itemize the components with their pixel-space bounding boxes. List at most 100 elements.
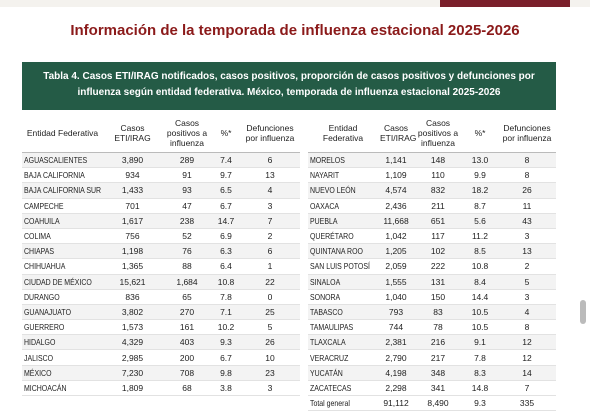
cell: 150 <box>414 289 462 305</box>
cell: 68 <box>162 380 212 397</box>
cell: SINALOA <box>308 274 378 290</box>
cell: 8 <box>498 152 556 169</box>
cell: 8 <box>498 319 556 336</box>
cell: 4 <box>498 304 556 321</box>
cell-text: AGUASCALIENTES <box>24 155 88 166</box>
cell: 9.7 <box>212 167 240 184</box>
cell: 6.4 <box>212 258 240 275</box>
table-row: TABASCO 793 83 10.5 4 <box>308 304 556 321</box>
cell: 1,141 <box>378 152 414 169</box>
table-row: BAJA CALIFORNIA SUR 1,433 93 6.5 4 <box>22 182 300 199</box>
cell: 200 <box>162 349 212 366</box>
cell: 161 <box>162 319 212 336</box>
cell: 217 <box>414 349 462 366</box>
cell: 7 <box>240 213 300 229</box>
table-row: SINALOA 1,555 131 8.4 5 <box>308 274 556 290</box>
table-row: COAHUILA 1,617 238 14.7 7 <box>22 213 300 229</box>
cell: 9.1 <box>462 334 498 351</box>
cell: 341 <box>414 380 462 397</box>
cell: 5 <box>498 274 556 290</box>
cell-text: JALISCO <box>24 352 54 363</box>
cell: 3.8 <box>212 380 240 397</box>
cell: 3,802 <box>103 304 162 321</box>
cell-text: QUERÉTARO <box>310 231 354 242</box>
cell: VERACRUZ <box>308 349 378 366</box>
cell: 1,573 <box>103 319 162 336</box>
cell: 270 <box>162 304 212 321</box>
cell: 1,198 <box>103 243 162 260</box>
cell: 238 <box>162 213 212 229</box>
cell-text: SONORA <box>310 291 341 302</box>
cell: 744 <box>378 319 414 336</box>
cell: 832 <box>414 182 462 199</box>
cell: 6 <box>240 243 300 260</box>
cell: 22 <box>240 274 300 290</box>
table-row: TAMAULIPAS 744 78 10.5 8 <box>308 319 556 336</box>
cell-text: YUCATÁN <box>310 367 343 378</box>
table-row: GUERRERO 1,573 161 10.2 5 <box>22 319 300 336</box>
table-row: QUERÉTARO 1,042 117 11.2 3 <box>308 228 556 245</box>
cell: 8.3 <box>462 365 498 381</box>
cell-text: NUEVO LEÓN <box>310 185 356 196</box>
table-row: ZACATECAS 2,298 341 14.8 7 <box>308 380 556 397</box>
column-header: Casos positivos a influenza <box>414 114 462 153</box>
cell: MÉXICO <box>22 365 103 381</box>
cell: COLIMA <box>22 228 103 245</box>
column-header: Entidad Federativa <box>308 114 378 153</box>
cell-text: MORELOS <box>310 155 345 166</box>
cell: 3 <box>240 198 300 214</box>
cell-text: QUINTANA ROO <box>310 246 363 257</box>
cell: 88 <box>162 258 212 275</box>
table-row: SAN LUIS POTOSÍ 2,059 222 10.8 2 <box>308 258 556 275</box>
cell: 9.3 <box>212 334 240 351</box>
table-row: AGUASCALIENTES 3,890 289 7.4 6 <box>22 152 300 169</box>
table-row: QUINTANA ROO 1,205 102 8.5 13 <box>308 243 556 260</box>
cell-text: GUERRERO <box>24 322 65 333</box>
cell: 10.8 <box>212 274 240 290</box>
cell: 756 <box>103 228 162 245</box>
cell: 289 <box>162 152 212 169</box>
table-row: DURANGO 836 65 7.8 0 <box>22 289 300 305</box>
cell: GUERRERO <box>22 319 103 336</box>
cell: 14.4 <box>462 289 498 305</box>
cell: 4,329 <box>103 334 162 351</box>
cell-text: OAXACA <box>310 200 340 211</box>
cell: SONORA <box>308 289 378 305</box>
cell: 6.5 <box>212 182 240 199</box>
cell: 7.8 <box>212 289 240 305</box>
cell: 0 <box>240 289 300 305</box>
cell: NUEVO LEÓN <box>308 182 378 199</box>
cell: YUCATÁN <box>308 365 378 381</box>
cell: 10.8 <box>462 258 498 275</box>
cell-text: MICHOACÁN <box>24 382 67 393</box>
cell: 26 <box>498 182 556 199</box>
cell: 5 <box>240 319 300 336</box>
table-row: JALISCO 2,985 200 6.7 10 <box>22 349 300 366</box>
table-row: YUCATÁN 4,198 348 8.3 14 <box>308 365 556 381</box>
table-row: COLIMA 756 52 6.9 2 <box>22 228 300 245</box>
cell: 6.3 <box>212 243 240 260</box>
cell: TLAXCALA <box>308 334 378 351</box>
cell: 25 <box>240 304 300 321</box>
table-row: SONORA 1,040 150 14.4 3 <box>308 289 556 305</box>
cell: MICHOACÁN <box>22 380 103 397</box>
table-row: CHIHUAHUA 1,365 88 6.4 1 <box>22 258 300 275</box>
cell: 1,205 <box>378 243 414 260</box>
page-title: Información de la temporada de influenza… <box>70 22 520 39</box>
cell: COAHUILA <box>22 213 103 229</box>
cell: 934 <box>103 167 162 184</box>
cell-text: COAHUILA <box>24 215 60 226</box>
cell: 2,059 <box>378 258 414 275</box>
top-bar <box>0 0 590 7</box>
table-row: NAYARIT 1,109 110 9.9 8 <box>308 167 556 184</box>
cell: 708 <box>162 365 212 381</box>
cell: 403 <box>162 334 212 351</box>
cell-text: PUEBLA <box>310 215 338 226</box>
table-row: VERACRUZ 2,790 217 7.8 12 <box>308 349 556 366</box>
cell: 83 <box>414 304 462 321</box>
cell: 43 <box>498 213 556 229</box>
table-row: GUANAJUATO 3,802 270 7.1 25 <box>22 304 300 321</box>
cell: 2,381 <box>378 334 414 351</box>
table-row: CAMPECHE 701 47 6.7 3 <box>22 198 300 214</box>
cell: 10.5 <box>462 319 498 336</box>
